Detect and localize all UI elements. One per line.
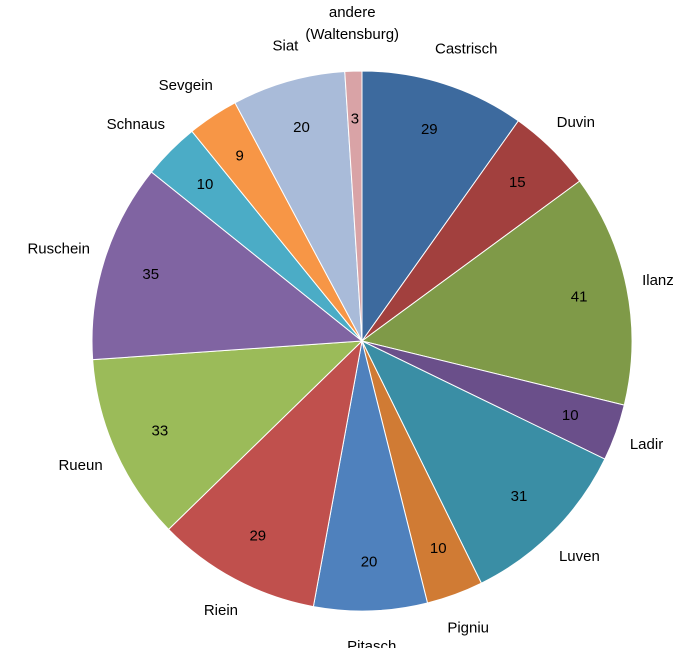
data-label: 20 <box>361 553 378 570</box>
pie-slice <box>312 340 429 612</box>
pie-slice <box>234 71 363 342</box>
data-label: 3 <box>351 111 359 128</box>
data-label: 20 <box>293 119 310 136</box>
data-label: 10 <box>430 540 447 557</box>
pie-slice <box>344 70 363 342</box>
pie-slice <box>360 180 633 406</box>
category-label: Pitasch <box>347 638 396 648</box>
category-label: Luven <box>559 548 600 565</box>
data-label: 29 <box>249 527 266 544</box>
label-line: (Waltensburg) <box>305 26 399 43</box>
data-label: 10 <box>197 176 214 193</box>
data-label: 33 <box>152 422 169 439</box>
data-label: 29 <box>421 121 438 138</box>
category-label: Riein <box>204 602 238 619</box>
category-label: Ruschein <box>27 241 90 258</box>
data-label: 35 <box>142 266 159 283</box>
data-label: 9 <box>235 147 243 164</box>
pie-slice <box>167 339 363 608</box>
data-label: 41 <box>571 289 588 306</box>
category-label: Castrisch <box>435 40 498 57</box>
category-label: Sevgein <box>159 77 213 94</box>
data-label: 31 <box>511 488 528 505</box>
category-label: andere (Waltensburg) <box>305 4 399 43</box>
pie-slice <box>361 70 520 343</box>
pie-slice <box>360 339 606 584</box>
data-label: 15 <box>509 174 526 191</box>
label-line: andere <box>329 4 376 21</box>
category-label: Siat <box>272 38 299 55</box>
data-label: 10 <box>562 407 579 424</box>
category-label: Duvin <box>557 114 595 131</box>
category-label: Ladir <box>630 436 663 453</box>
category-label: Schnaus <box>107 116 165 133</box>
category-label: Ilanz <box>642 272 674 289</box>
category-label: Rueun <box>58 457 102 474</box>
pie-slice <box>91 171 364 361</box>
pie-slice <box>92 340 364 531</box>
category-label: Pigniu <box>447 619 489 636</box>
